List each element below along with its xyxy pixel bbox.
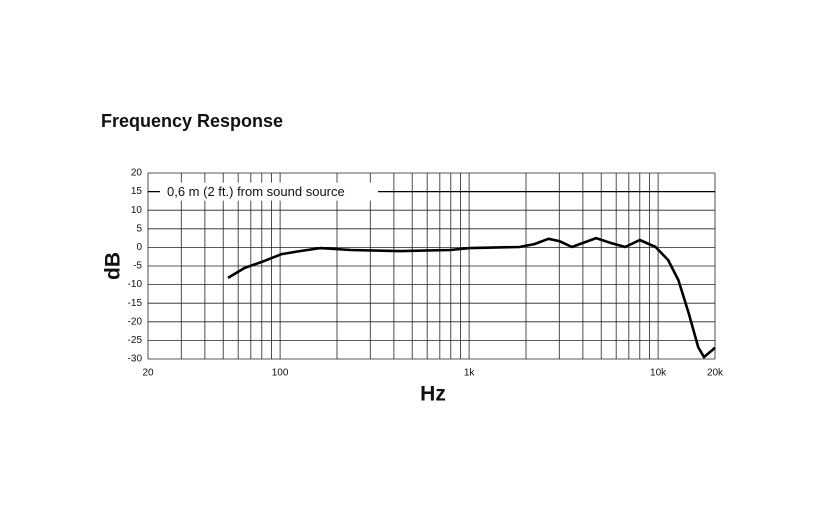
y-tick-label: -15: [128, 298, 143, 309]
x-axis-label: Hz: [420, 383, 446, 406]
x-tick-label: 20: [142, 368, 154, 379]
y-tick-label: -25: [128, 335, 143, 346]
y-tick-label: 10: [131, 205, 143, 216]
y-tick-label: -20: [128, 316, 143, 327]
y-tick-label: 20: [131, 168, 143, 179]
y-tick-label: -5: [133, 261, 142, 272]
chart-title: Frequency Response: [101, 111, 283, 131]
y-tick-label: 15: [131, 186, 143, 197]
annotation: 0,6 m (2 ft.) from sound source: [167, 184, 345, 199]
y-tick-label: 0: [136, 242, 142, 253]
x-tick-label: 1k: [464, 368, 476, 379]
response-curve: [227, 236, 716, 359]
y-tick-label: -30: [128, 354, 143, 365]
x-tick-label: 10k: [650, 368, 667, 379]
y-tick-label: 5: [136, 223, 142, 234]
y-axis-label: dB: [102, 252, 125, 280]
x-tick-label: 20k: [707, 368, 724, 379]
annotation-background: [160, 182, 378, 201]
x-tick-label: 100: [272, 368, 289, 379]
y-tick-label: -10: [128, 279, 143, 290]
